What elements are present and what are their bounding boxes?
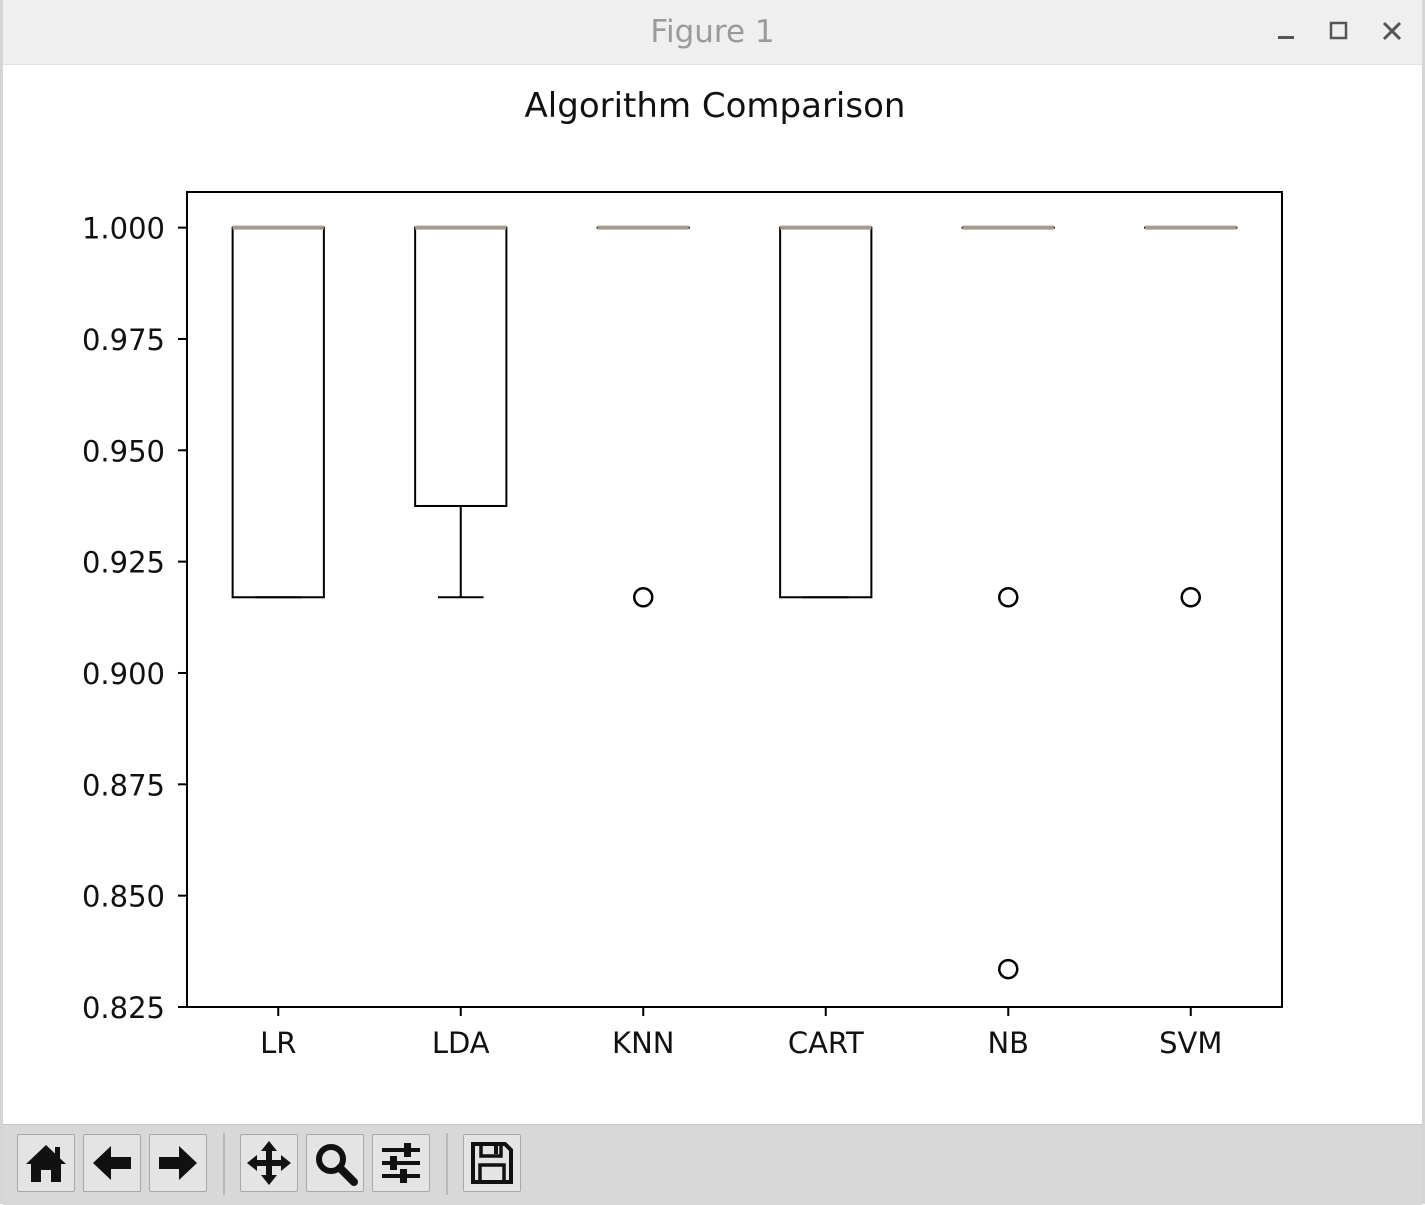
- toolbar-separator: [446, 1133, 448, 1195]
- zoom-button[interactable]: [306, 1134, 364, 1192]
- box-series: [233, 228, 1237, 979]
- minimize-button[interactable]: [1269, 14, 1303, 48]
- close-icon: [1379, 18, 1405, 44]
- pan-button[interactable]: [240, 1134, 298, 1192]
- y-tick-label: 0.950: [82, 434, 165, 468]
- maximize-icon: [1326, 18, 1352, 44]
- plot-area-frame: [187, 192, 1282, 1007]
- magnifier-icon: [310, 1138, 360, 1188]
- outlier-point: [634, 588, 652, 606]
- x-tick-label: CART: [788, 1026, 864, 1060]
- box-body: [780, 228, 871, 598]
- box-svm: [1145, 228, 1236, 607]
- floppy-disk-icon: [467, 1138, 517, 1188]
- toolbar-separator: [223, 1133, 225, 1195]
- forward-button[interactable]: [149, 1134, 207, 1192]
- y-axis: 0.825 0.850 0.875 0.900 0.925 0.950 0.975 1.000: [82, 212, 187, 1025]
- save-button[interactable]: [463, 1134, 521, 1192]
- y-tick-label: 0.975: [82, 323, 165, 357]
- y-tick-label: 0.850: [82, 880, 165, 914]
- home-button[interactable]: [17, 1134, 75, 1192]
- minimize-icon: [1273, 18, 1299, 44]
- box-nb: [963, 228, 1054, 979]
- x-tick-label: LR: [260, 1026, 296, 1060]
- box-cart: [780, 228, 871, 598]
- x-tick-label: KNN: [612, 1026, 674, 1060]
- configure-subplots-button[interactable]: [372, 1134, 430, 1192]
- x-axis: LR LDA KNN CART NB SVM: [260, 1007, 1222, 1060]
- title-bar[interactable]: Figure 1: [3, 0, 1422, 65]
- arrow-left-icon: [87, 1138, 137, 1188]
- outlier-point: [999, 588, 1017, 606]
- y-tick-label: 0.900: [82, 657, 165, 691]
- navigation-toolbar: [3, 1124, 1422, 1205]
- box-lda: [415, 228, 506, 598]
- sliders-icon: [376, 1138, 426, 1188]
- figure-canvas[interactable]: Algorithm Comparison 0.825 0.850 0.875 0.90…: [3, 65, 1422, 1123]
- box-body: [415, 228, 506, 506]
- outlier-point: [999, 960, 1017, 978]
- box-lr: [233, 228, 324, 598]
- close-button[interactable]: [1375, 14, 1409, 48]
- box-plot-chart: Algorithm Comparison 0.825 0.850 0.875 0.90…: [3, 65, 1422, 1123]
- outlier-point: [1182, 588, 1200, 606]
- box-body: [233, 228, 324, 598]
- y-tick-label: 1.000: [82, 212, 165, 246]
- back-button[interactable]: [83, 1134, 141, 1192]
- y-tick-label: 0.925: [82, 546, 165, 580]
- move-icon: [244, 1138, 294, 1188]
- x-tick-label: LDA: [432, 1026, 490, 1060]
- home-icon: [21, 1138, 71, 1188]
- y-tick-label: 0.875: [82, 768, 165, 802]
- maximize-button[interactable]: [1322, 14, 1356, 48]
- arrow-right-icon: [153, 1138, 203, 1188]
- chart-title: Algorithm Comparison: [525, 86, 906, 126]
- y-tick-label: 0.825: [82, 991, 165, 1025]
- box-knn: [598, 228, 689, 607]
- window-title: Figure 1: [3, 14, 1422, 50]
- x-tick-label: NB: [987, 1026, 1029, 1060]
- x-tick-label: SVM: [1159, 1026, 1222, 1060]
